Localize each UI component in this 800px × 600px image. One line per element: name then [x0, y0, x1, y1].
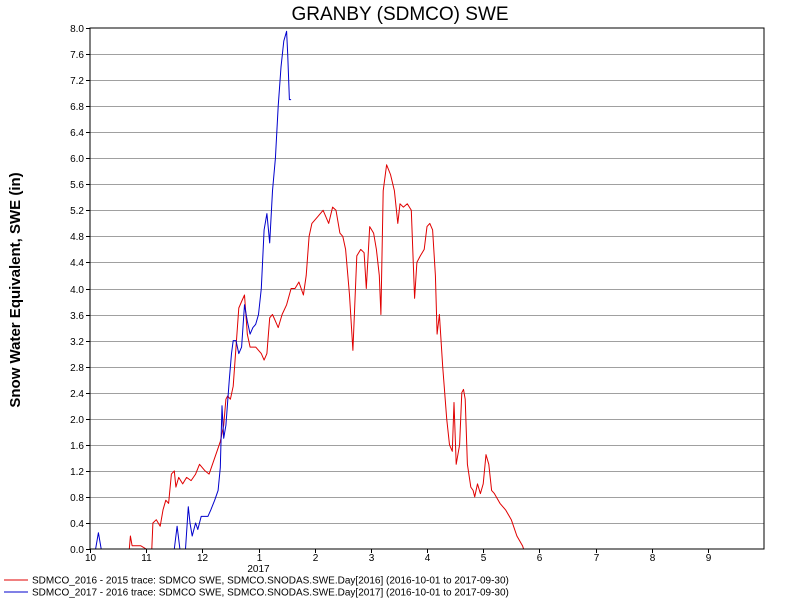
x-tick-label: 6: [537, 553, 543, 564]
y-tick-label: 6.4: [70, 128, 84, 139]
y-tick-label: 3.6: [70, 311, 84, 322]
series-line-1: [128, 164, 525, 550]
y-tick-label: 1.2: [70, 467, 84, 478]
x-tick-label: 10: [85, 553, 97, 564]
y-tick-label: 2.8: [70, 363, 84, 374]
axis-ticks: 0.0 0.4 0.8 1.2 1.6 2.0 2.4 2.8 3.2 3.6 4.0 4.4 4.8 5…: [70, 24, 712, 575]
y-tick-label: 7.6: [70, 50, 84, 61]
series-lines: [95, 30, 525, 550]
y-tick-label: 6.8: [70, 102, 84, 113]
chart-title: GRANBY (SDMCO) SWE: [291, 4, 508, 25]
y-tick-label: 2.4: [70, 389, 84, 400]
y-tick-label: 3.2: [70, 337, 84, 348]
x-tick-label: 7: [594, 553, 600, 564]
legend-label-1: SDMCO_2016 - 2015 trace: SDMCO SWE, SDMC…: [32, 576, 509, 587]
y-tick-label: 6.0: [70, 154, 84, 165]
y-axis-label: Snow Water Equivalent, SWE (in): [7, 172, 24, 407]
y-tick-label: 4.0: [70, 285, 84, 296]
y-tick-label: 2.0: [70, 415, 84, 426]
series-line-2: [95, 30, 292, 550]
x-tick-label: 8: [650, 553, 656, 564]
y-tick-label: 0.4: [70, 519, 84, 530]
y-tick-label: 5.6: [70, 180, 84, 191]
grid-lines: [90, 54, 764, 524]
y-tick-label: 8.0: [70, 24, 84, 35]
x-tick-label: 4: [425, 553, 431, 564]
y-tick-label: 1.6: [70, 441, 84, 452]
y-tick-label: 0.8: [70, 493, 84, 504]
x-year-label: 2017: [247, 564, 270, 575]
x-tick-label: 11: [141, 553, 152, 564]
x-tick-label: 1: [257, 553, 263, 564]
x-tick-label: 9: [706, 553, 712, 564]
x-tick-label: 2: [313, 553, 319, 564]
y-tick-label: 4.4: [70, 258, 84, 269]
legend-label-2: SDMCO_2017 - 2016 trace: SDMCO SWE, SDMC…: [32, 588, 509, 599]
y-tick-label: 5.2: [70, 206, 84, 217]
x-tick-label: 5: [481, 553, 487, 564]
x-tick-label: 3: [369, 553, 375, 564]
x-tick-label: 12: [197, 553, 209, 564]
y-tick-label: 4.8: [70, 232, 84, 243]
y-tick-label: 7.2: [70, 76, 84, 87]
y-tick-label: 0.0: [70, 545, 84, 556]
legend: SDMCO_2016 - 2015 trace: SDMCO SWE, SDMC…: [4, 576, 509, 599]
